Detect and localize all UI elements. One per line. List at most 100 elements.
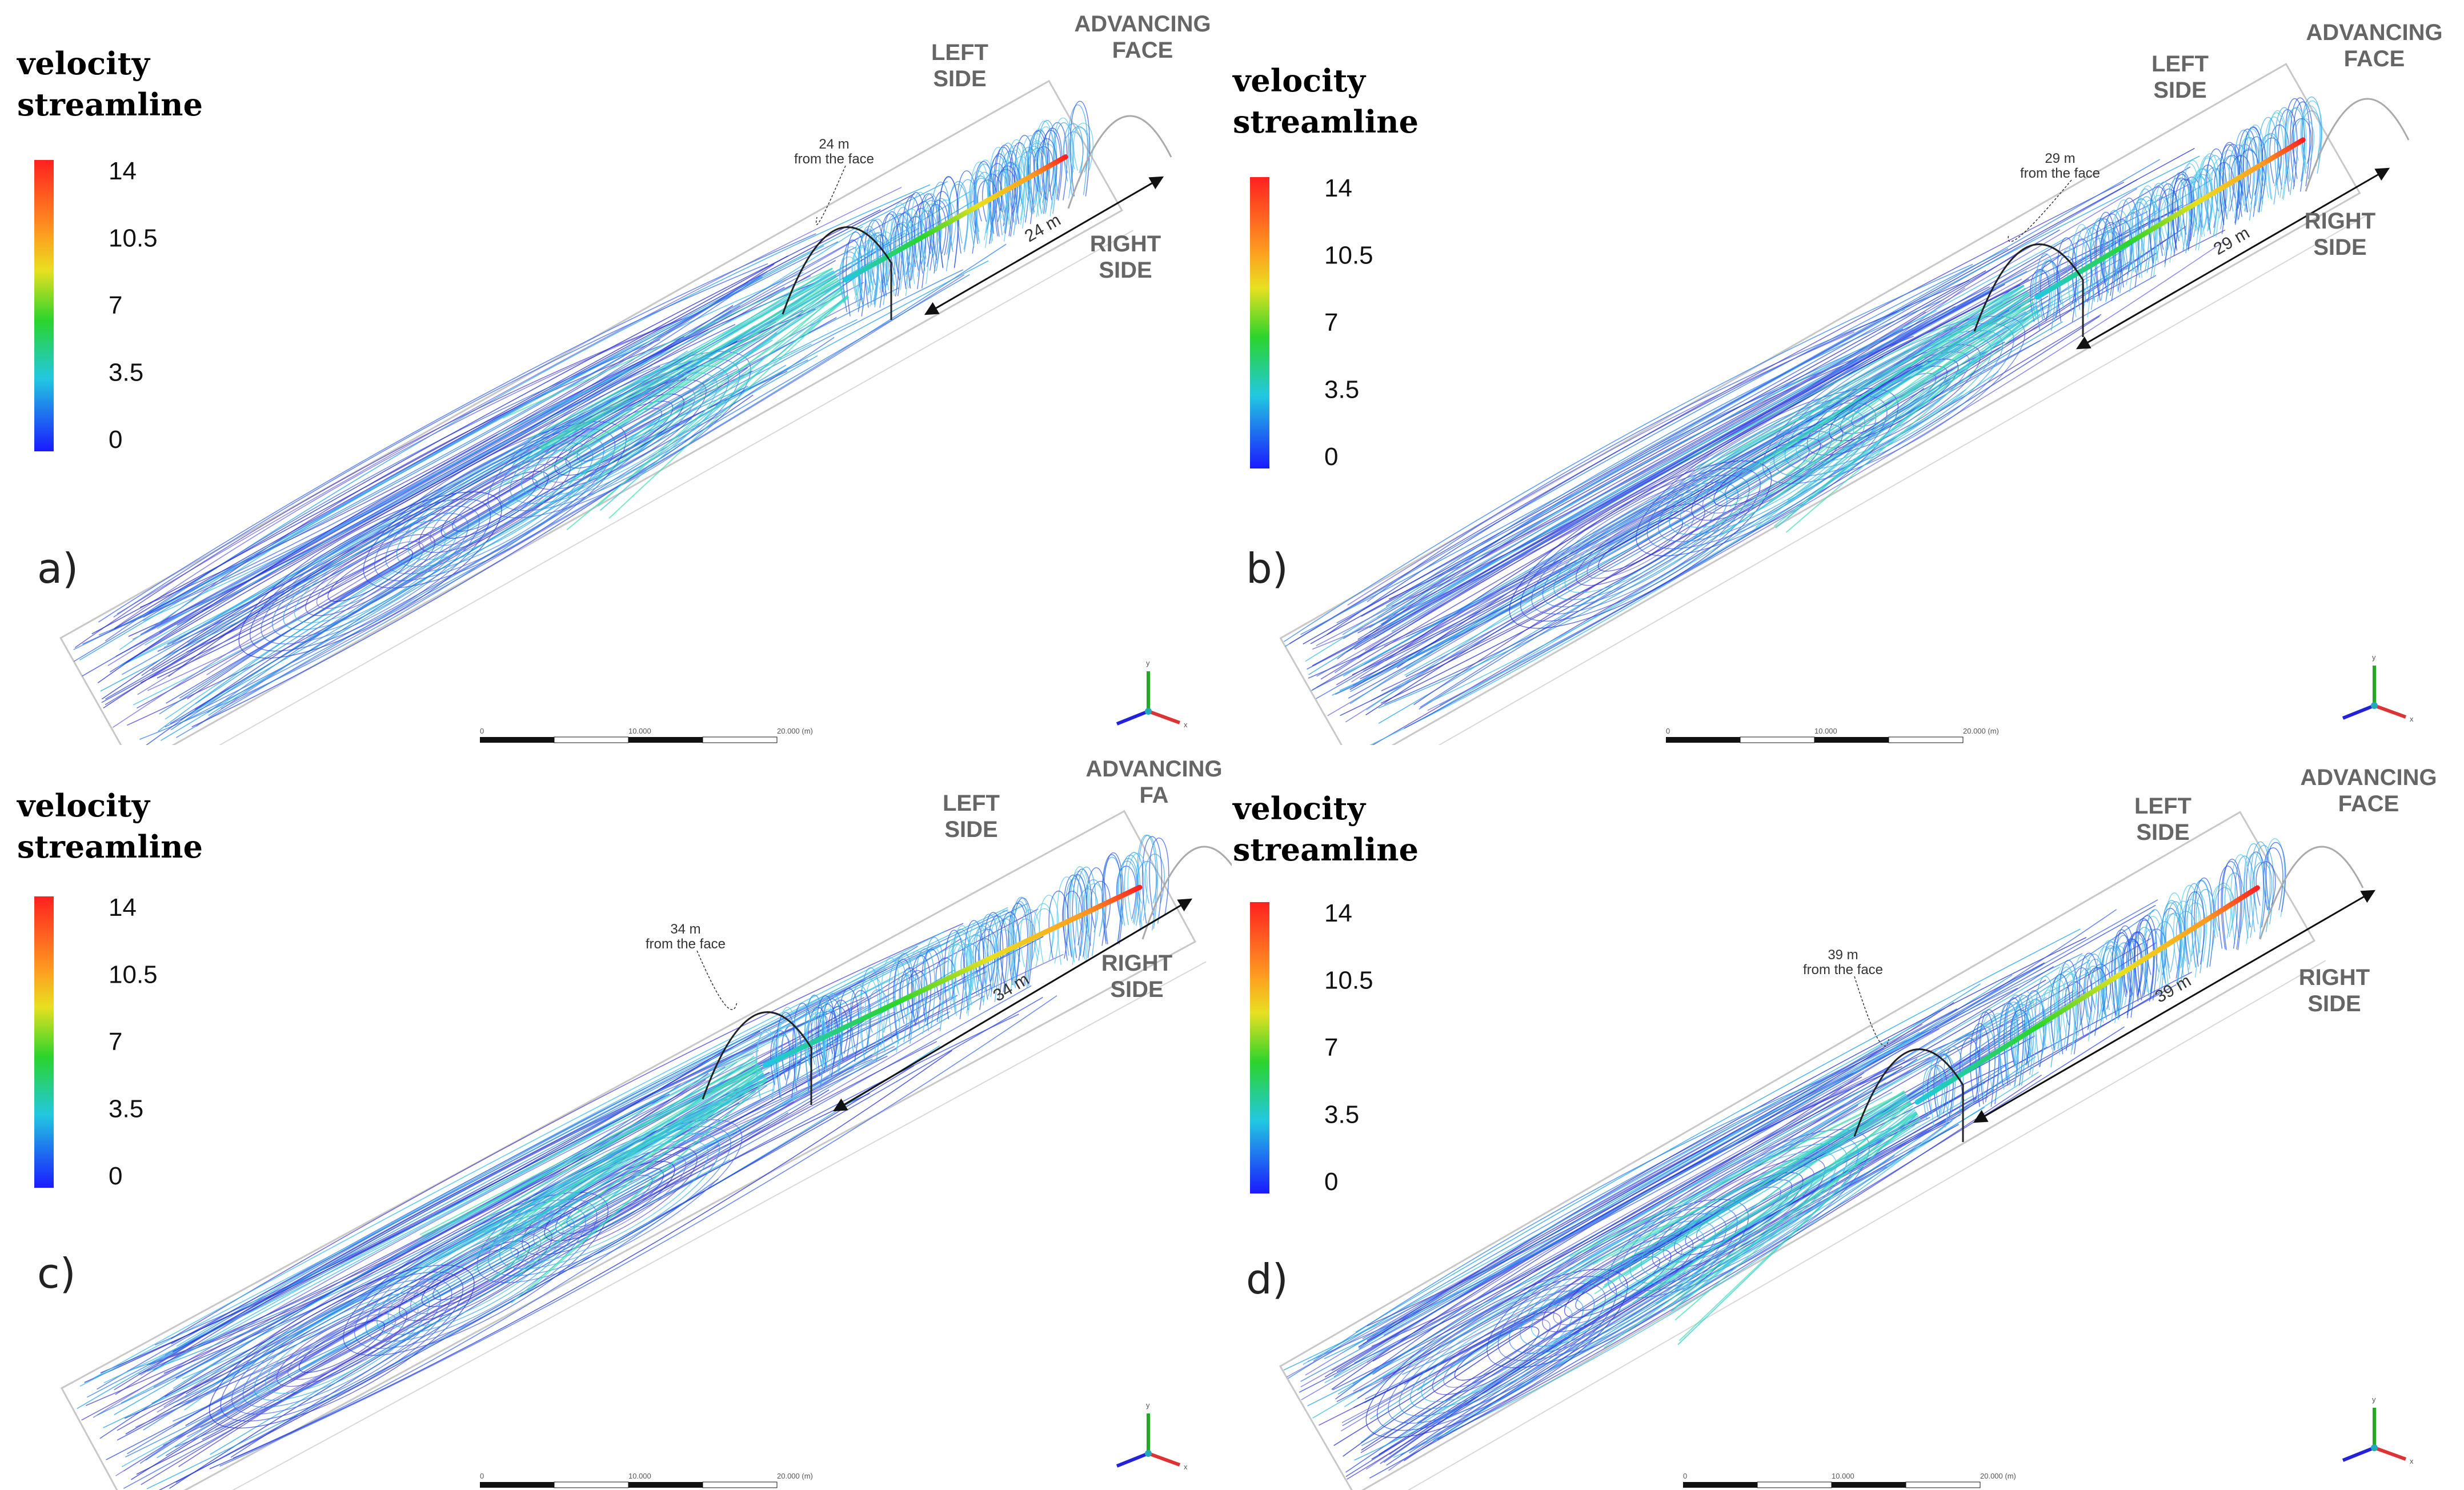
legend-title: velocity [17,787,151,824]
panel-d: 39 m 39 m from the face ADVANCING FACE LEFT SI… [1232,745,2463,1490]
left-side-label-2: SIDE [2136,820,2189,845]
legend-title-2: streamline [17,828,203,865]
scale-tick: 10.000 [1832,1472,1854,1480]
right-side-label: RIGHT [2299,965,2370,990]
colorbar-tick: 10.5 [1324,242,1373,270]
distance-arrow [2076,167,2390,350]
panel-a: 24 m 24 m from the face ADVANCING FACE LEFT SI… [0,0,1232,745]
axis-triad: yx [1116,659,1188,729]
annotation-distance: 29 m [2045,151,2075,166]
face-arch [2259,846,2364,940]
tunnel-outline [1279,63,2361,745]
advancing-face-label: ADVANCING [1074,11,1211,37]
duct-jet [1914,885,2260,1105]
colorbar-tick: 7 [1324,1034,1338,1062]
legend-title: velocity [17,45,151,82]
annotation-from-face: from the face [646,936,726,952]
axis-y-label: y [2372,653,2376,662]
face-arch [2305,98,2410,192]
advancing-face-label: ADVANCING [2300,765,2437,790]
scale-tick: 20.000 (m) [777,1472,813,1480]
tunnel-outline [1279,811,2316,1490]
left-side-label: LEFT [931,40,988,65]
right-side-label-2: SIDE [1110,977,1163,1002]
colorbar-tick: 0 [1324,1168,1338,1196]
left-side-label-2: SIDE [933,66,986,91]
colorbar-tick: 3.5 [109,1095,143,1123]
panel-label: c) [37,1249,76,1297]
legend-title-2: streamline [1233,103,1419,140]
scale-tick: 0 [480,1472,484,1480]
annotation-from-face: from the face [2020,166,2100,181]
advancing-face-label-2: FACE [2338,791,2399,816]
tunnel-streamlines [60,810,1207,1490]
scale-tick: 10.000 [1814,727,1837,735]
annotation-from-face: from the face [1803,962,1883,978]
tunnel-streamlines [1279,63,2371,745]
colorbar-tick: 7 [109,291,122,319]
distance-arrow [924,176,1164,315]
tunnel-outline [59,79,1123,745]
axis-triad: yx [1116,1401,1188,1471]
axis-triad: yx [2342,1395,2414,1465]
advancing-face-label: ADVANCING [1085,756,1222,782]
cross-section-marker [1973,243,2084,337]
legend-title-2: streamline [1233,831,1419,868]
axis-triad: yx [2342,653,2414,723]
right-side-label: RIGHT [1090,231,1161,257]
tunnel-streamlines [59,79,1133,745]
colorbar-tick: 0 [109,1162,122,1190]
scale-bar: 0 10.000 20.000 (m) [480,1472,813,1488]
annotation-distance: 34 m [670,922,700,937]
panel-b: 29 m 29 m from the face ADVANCING FACE LEFT SI… [1232,0,2463,745]
right-side-label: RIGHT [2305,209,2375,234]
annotation-from-face: from the face [794,151,874,167]
scale-tick: 0 [1666,727,1670,735]
face-arch [1067,115,1172,209]
colorbar-tick: 0 [109,426,122,454]
velocity-legend: velocity streamline 14 10.5 7 3.5 0 [17,787,203,1190]
legend-title-2: streamline [17,86,203,123]
colorbar-tick: 14 [109,894,137,922]
right-side-label: RIGHT [1101,951,1172,976]
left-side-label: LEFT [943,791,1000,816]
axis-x-label: x [2410,715,2414,723]
advancing-face-label-2: FACE [2344,46,2405,71]
left-side-label-2: SIDE [944,817,997,842]
legend-title: velocity [1232,62,1367,99]
panel-label: a) [37,544,78,592]
axis-y-label: y [1146,1401,1150,1409]
colorbar-tick: 14 [1324,899,1352,927]
scale-tick: 0 [480,727,484,735]
duct-jet [2034,137,2306,300]
colorbar [34,896,54,1188]
left-side-label: LEFT [2134,794,2191,819]
scale-tick: 20.000 (m) [1963,727,1999,735]
right-side-label-2: SIDE [2313,235,2366,260]
panel-c: 34 m 34 m from the face ADVANCING FA LEFT SIDE… [0,745,1232,1490]
right-side-label-2: SIDE [1099,258,1152,283]
tunnel-streamlines [1279,811,2326,1490]
left-side-label: LEFT [2152,51,2209,77]
distance-arrow [1973,890,2376,1123]
velocity-legend: velocity streamline 14 10.5 7 3.5 0 [1232,790,1419,1196]
scale-tick: 20.000 (m) [777,727,813,735]
colorbar-tick: 14 [1324,174,1352,202]
panel-label: d) [1246,1255,1288,1303]
scale-tick: 10.000 [628,1472,651,1480]
annotation-distance: 39 m [1828,947,1858,963]
distance-label: 24 m [1021,211,1064,246]
velocity-legend: velocity streamline 14 10.5 7 3.5 0 [17,45,203,454]
axis-x-label: x [2410,1457,2414,1465]
colorbar-tick: 0 [1324,443,1338,471]
colorbar-tick: 10.5 [1324,967,1373,995]
panel-label: b) [1246,544,1288,592]
colorbar-tick: 7 [109,1028,122,1056]
right-side-label-2: SIDE [2307,991,2361,1016]
axis-y-label: y [2372,1395,2376,1404]
colorbar-tick: 7 [1324,309,1338,337]
